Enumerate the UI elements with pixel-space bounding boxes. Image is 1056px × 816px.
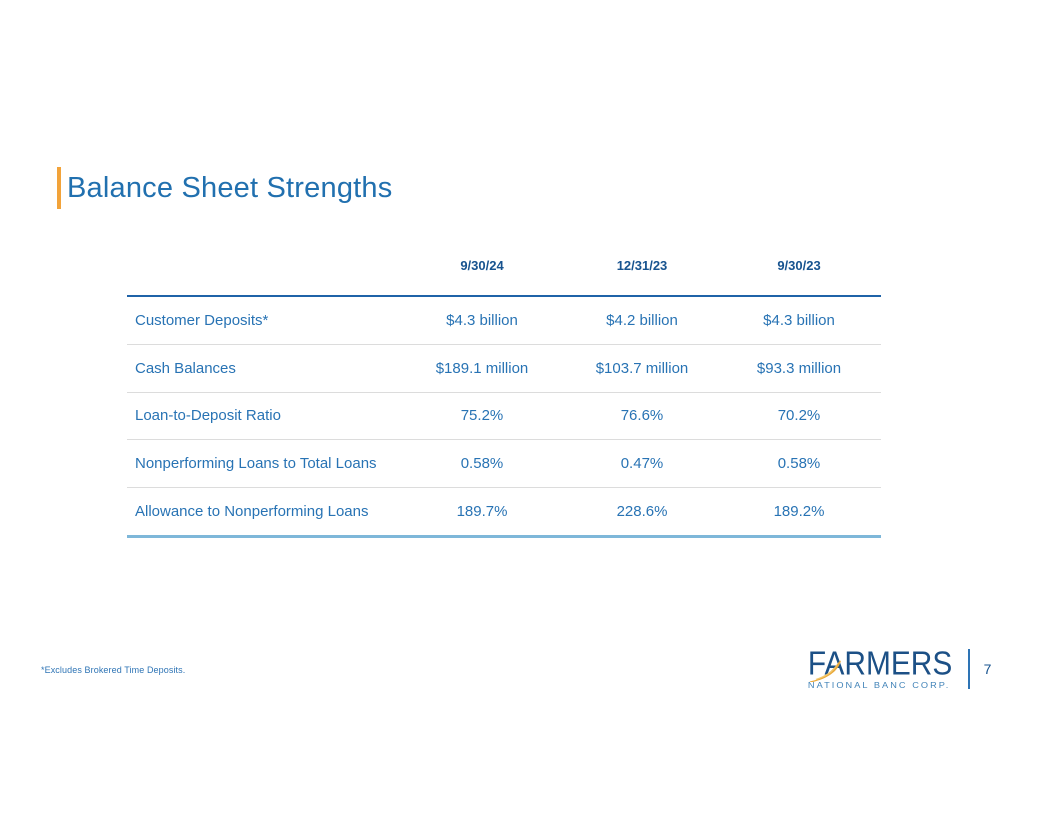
column-header-1: 9/30/24 [460, 258, 504, 273]
cell-value: 75.2% [460, 407, 504, 425]
footer: FARMERS NATIONAL BANC CORP. 7 [806, 646, 1006, 692]
page-number: 7 [983, 661, 992, 677]
cell-value: $4.3 billion [763, 311, 835, 329]
farmers-logo: FARMERS NATIONAL BANC CORP. [808, 646, 952, 690]
cell-value: $103.7 million [595, 359, 689, 377]
title-accent-bar [57, 167, 61, 209]
cell-value: 70.2% [777, 407, 821, 425]
table-row: Nonperforming Loans to Total Loans 0.58%… [127, 440, 881, 489]
table-header-row: 9/30/24 12/31/23 9/30/23 [127, 258, 881, 295]
logo-subtitle: NATIONAL BANC CORP. [808, 680, 951, 690]
row-label: Allowance to Nonperforming Loans [135, 503, 369, 521]
wheat-leaf-icon [809, 660, 841, 682]
page-title: Balance Sheet Strengths [67, 172, 393, 204]
title-block: Balance Sheet Strengths [57, 167, 392, 209]
row-label: Cash Balances [135, 359, 236, 377]
cell-value: $4.2 billion [606, 311, 678, 329]
column-header-2: 12/31/23 [616, 258, 668, 273]
cell-value: $93.3 million [756, 359, 842, 377]
cell-value: 189.7% [456, 503, 508, 521]
table-row: Allowance to Nonperforming Loans 189.7% … [127, 488, 881, 535]
wheat-leaf-highlight [815, 663, 838, 680]
cell-value: $4.3 billion [446, 311, 518, 329]
column-header-3: 9/30/23 [777, 258, 821, 273]
cell-value: 228.6% [616, 503, 668, 521]
logo-wordmark: FARMERS [808, 646, 952, 683]
table-body: Customer Deposits* $4.3 billion $4.2 bil… [127, 295, 881, 538]
balance-sheet-table: 9/30/24 12/31/23 9/30/23 Customer Deposi… [127, 258, 881, 538]
table-row: Cash Balances $189.1 million $103.7 mill… [127, 345, 881, 393]
cell-value: $189.1 million [435, 359, 529, 377]
row-label: Customer Deposits* [135, 311, 269, 329]
footer-divider [968, 649, 970, 689]
cell-value: 0.47% [620, 455, 664, 473]
cell-value: 76.6% [620, 407, 664, 425]
cell-value: 0.58% [460, 455, 504, 473]
table-row: Customer Deposits* $4.3 billion $4.2 bil… [127, 297, 881, 345]
cell-value: 0.58% [777, 455, 821, 473]
row-label: Nonperforming Loans to Total Loans [135, 455, 377, 473]
footnote: *Excludes Brokered Time Deposits. [41, 665, 186, 675]
cell-value: 189.2% [773, 503, 825, 521]
row-label: Loan-to-Deposit Ratio [135, 407, 281, 425]
table-row: Loan-to-Deposit Ratio 75.2% 76.6% 70.2% [127, 393, 881, 441]
